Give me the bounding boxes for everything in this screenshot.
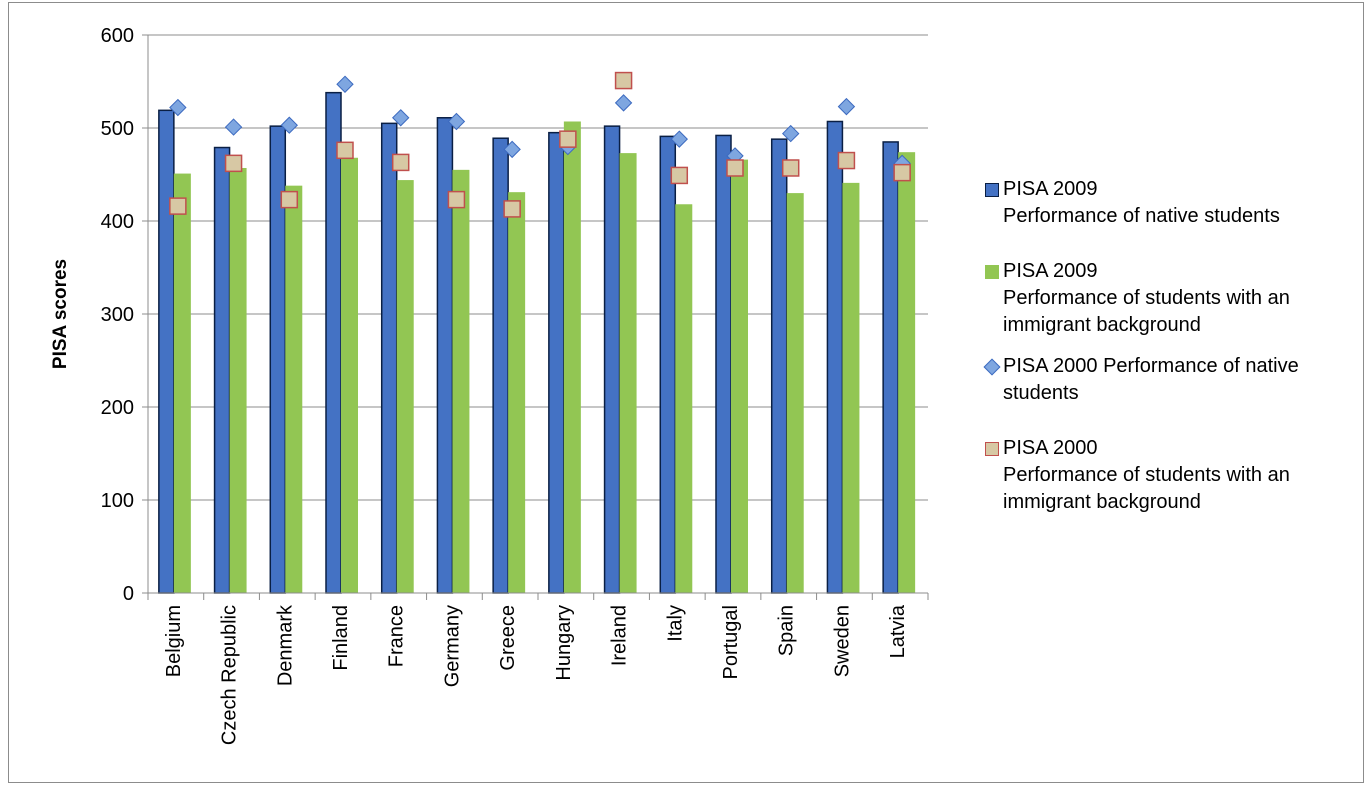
bar-2009-immigrant xyxy=(619,153,637,594)
legend-label-detail: students xyxy=(1003,382,1079,404)
legend: PISA 2009 Performance of native students… xyxy=(983,176,1345,516)
bar-2009-immigrant xyxy=(396,180,414,593)
axes xyxy=(142,34,929,600)
marker-2000-immigrant xyxy=(726,159,744,177)
marker-2000-immigrant xyxy=(837,151,856,170)
x-tick-label: Hungary xyxy=(553,605,575,681)
legend-label: PISA 2000 xyxy=(1003,437,1098,459)
x-tick-label: Sweden xyxy=(831,605,853,677)
marker-2000-immigrant xyxy=(447,190,466,209)
bar-2009-immigrant xyxy=(786,193,804,593)
marker-2000-immigrant xyxy=(503,200,521,218)
legend-swatch-diamond xyxy=(983,358,1001,376)
legend-label-detail: Performance of students with an immigran… xyxy=(1003,287,1290,336)
bar-2009-native xyxy=(158,109,175,594)
legend-swatch-green-bar xyxy=(985,265,999,279)
y-axis-label: PISA scores xyxy=(50,259,71,369)
marker-2000-native xyxy=(280,116,298,134)
y-tick-label: 100 xyxy=(101,490,134,512)
legend-item-2009-native: PISA 2009 Performance of native students xyxy=(985,176,1345,230)
marker-2000-native xyxy=(169,98,187,117)
x-tick-label: Spain xyxy=(776,605,798,656)
bar-2009-immigrant xyxy=(341,157,358,593)
marker-2000-native xyxy=(782,124,800,143)
bar-2009-immigrant xyxy=(173,173,191,593)
marker-2000-native xyxy=(614,94,633,112)
marker-2000-immigrant xyxy=(169,197,187,215)
legend-label: PISA 2000 Performance of native xyxy=(1003,355,1299,377)
y-tick-label: 300 xyxy=(101,304,134,326)
bar-2009-native xyxy=(770,138,788,594)
bar-2009-native xyxy=(826,120,844,594)
x-tick-label: Germany xyxy=(441,605,463,687)
legend-label: PISA 2009 xyxy=(1003,178,1098,200)
bar-2009-native xyxy=(436,117,454,594)
y-tick-label: 200 xyxy=(101,397,134,419)
gridlines xyxy=(148,34,928,501)
marker-2000-immigrant xyxy=(614,71,633,90)
tick-labels: 0 100 200 300 400 500 600 Belgium Czech Republic… xyxy=(101,25,910,745)
bar-2009-native xyxy=(548,131,565,594)
x-tick-label: Czech Republic xyxy=(219,605,241,745)
marker-2000-native xyxy=(670,130,688,148)
y-tick-label: 600 xyxy=(101,25,134,47)
bar-2009-immigrant xyxy=(842,182,860,593)
marker-2000-native xyxy=(392,109,410,127)
x-tick-label: Belgium xyxy=(163,605,185,677)
legend-item-2009-immigrant: PISA 2009 Performance of students with a… xyxy=(985,258,1345,339)
marker-2000-immigrant xyxy=(781,159,800,177)
y-tick-label: 500 xyxy=(101,118,134,140)
bar-2009-immigrant xyxy=(675,204,693,593)
bar-2009-immigrant xyxy=(731,159,748,593)
x-tick-label: Latvia xyxy=(887,604,909,658)
bar-2009-native xyxy=(325,91,342,594)
bar-2009-immigrant xyxy=(898,152,916,593)
marker-2000-native xyxy=(224,118,243,136)
legend-label-detail: Performance of native students xyxy=(1003,205,1280,227)
y-tick-label: 0 xyxy=(123,583,134,605)
legend-item-2000-immigrant: PISA 2000 Performance of students with a… xyxy=(985,435,1345,516)
x-tick-label: Greece xyxy=(497,605,519,671)
marker-2000-immigrant xyxy=(559,130,577,148)
bar-2009-native xyxy=(882,141,899,594)
x-tick-label: France xyxy=(386,605,408,667)
x-tick-label: Finland xyxy=(330,605,352,671)
bar-2009-native xyxy=(659,135,677,594)
legend-item-2000-native: PISA 2000 Performance of native students xyxy=(983,353,1345,407)
legend-swatch-square xyxy=(985,442,999,456)
bar-2009-immigrant xyxy=(229,167,247,594)
y-tick-label: 400 xyxy=(101,211,134,233)
x-tick-label: Italy xyxy=(664,605,686,642)
bar-2009-immigrant xyxy=(508,192,526,594)
marker-2000-native xyxy=(503,140,521,159)
marker-2000-immigrant xyxy=(280,190,299,209)
bar-2009-native xyxy=(213,146,231,594)
marker-2000-native xyxy=(336,75,354,93)
legend-label: PISA 2009 xyxy=(1003,260,1098,282)
marker-2000-immigrant xyxy=(224,154,243,173)
bars-layer xyxy=(158,91,916,594)
marker-2000-immigrant xyxy=(893,163,911,182)
marker-2000-immigrant xyxy=(391,153,410,172)
legend-label-detail: Performance of students with an immigran… xyxy=(1003,464,1290,513)
x-tick-label: Ireland xyxy=(609,605,631,666)
x-tick-label: Denmark xyxy=(274,604,296,686)
marker-2000-immigrant xyxy=(670,166,689,185)
bar-2009-immigrant xyxy=(563,121,581,594)
x-tick-label: Portugal xyxy=(720,605,742,680)
markers-layer xyxy=(169,71,911,218)
marker-2000-native xyxy=(447,112,466,131)
bar-2009-immigrant xyxy=(452,169,470,593)
bar-2009-native xyxy=(380,122,398,594)
bar-2009-immigrant xyxy=(285,185,303,593)
bar-2009-native xyxy=(603,125,621,594)
legend-swatch-blue-bar xyxy=(985,183,999,197)
marker-2000-native xyxy=(837,97,856,116)
marker-2000-immigrant xyxy=(336,141,354,160)
bar-2009-native xyxy=(715,134,732,594)
